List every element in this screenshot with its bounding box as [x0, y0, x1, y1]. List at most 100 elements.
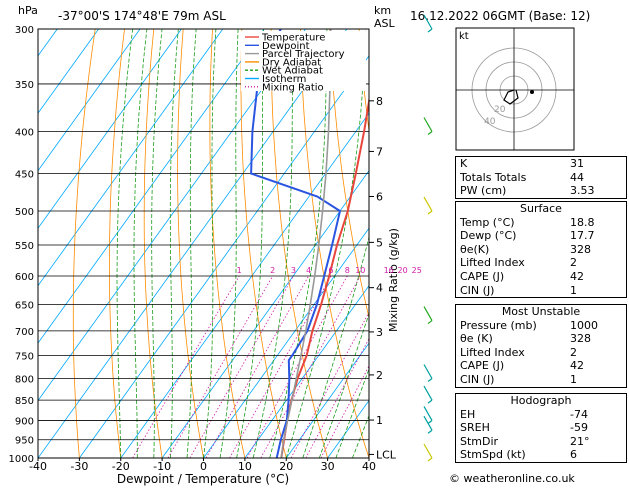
legend-label: Parcel Trajectory	[262, 49, 345, 60]
pressure-tick-label: 950	[15, 436, 34, 447]
x-tick-label: -10	[153, 460, 171, 473]
pressure-tick-label: 500	[15, 207, 34, 218]
pressure-tick-label: 850	[15, 396, 34, 407]
header: hPa -37°00'S 174°48'E 79m ASL km ASL 16.…	[18, 4, 590, 486]
table-row: CAPE (J) 42	[460, 269, 584, 283]
wet-adiabat-line	[186, 29, 197, 458]
x-tick-label: 0	[200, 460, 207, 473]
isotherm-line	[161, 169, 369, 458]
isotherm-line	[38, 29, 182, 229]
x-tick-label: -40	[29, 460, 47, 473]
table-row: θe (K) 328	[460, 332, 591, 346]
mixing-ratio-label: 20	[397, 266, 407, 275]
dry-adiabat-line	[143, 29, 163, 458]
hodograph: kt 40 20	[455, 27, 575, 151]
mixing-ratio-label: 1	[237, 266, 242, 275]
legend-label: Wet Adiabat	[262, 66, 323, 77]
km-tick-label: 3	[376, 326, 383, 339]
dry-adiabat-line	[177, 29, 204, 458]
hodograph-trace	[503, 89, 519, 105]
hodograph-table: Hodograph EH -74 SREH -59 StmDir 21° StmSpd…	[455, 393, 627, 463]
pressure-tick-label: 300	[15, 25, 34, 36]
wet-adiabat-line	[151, 29, 163, 458]
x-tick-label: -30	[70, 460, 88, 473]
table-row: CIN (J) 1	[460, 372, 577, 386]
mixing-ratio-line	[229, 275, 332, 458]
mixing-ratio-line	[246, 275, 348, 458]
mixing-ratio-axis-label: Mixing Ratio (g/kg)	[387, 228, 400, 332]
isotherm-line	[38, 29, 265, 344]
wet-adiabat-line	[219, 29, 239, 458]
wind-barb	[423, 443, 433, 462]
isotherm-line	[0, 29, 16, 458]
table-row: StmSpd (kt) 6	[460, 448, 577, 462]
km-tick-label: 8	[376, 95, 383, 108]
location-label: -37°00'S 174°48'E 79m ASL	[58, 9, 226, 23]
pressure-tick-label: 600	[15, 272, 34, 283]
km-tick-label: 5	[376, 236, 383, 249]
wind-barb	[423, 406, 433, 424]
mixing-ratio-label: 10	[355, 266, 365, 275]
wind-barb	[423, 364, 433, 382]
table-row: StmDir 21°	[460, 434, 590, 448]
pressure-tick-label: 800	[15, 374, 34, 385]
km-tick-label: 7	[376, 145, 383, 158]
table-row: EH -74	[460, 407, 588, 421]
indices-table: K 31 Totals Totals 44 PW (cm) 3.53	[455, 156, 627, 199]
pressure-tick-label: 750	[15, 351, 34, 362]
isotherm-line	[79, 55, 369, 458]
x-tick-label: -20	[112, 460, 130, 473]
table-row: Lifted Index 2	[460, 345, 577, 359]
mixing-ratio-label: 6	[328, 266, 333, 275]
pressure-tick-label: 550	[15, 241, 34, 252]
profiles	[250, 29, 369, 458]
wet-adiabat-line	[169, 29, 179, 458]
dry-adiabat-line	[109, 29, 125, 458]
isotherm-line	[38, 29, 224, 287]
mixing-ratio-line	[167, 275, 274, 458]
wind-barb	[423, 306, 433, 325]
km-tick-label: 4	[376, 282, 383, 295]
km-tick-label: 2	[376, 369, 383, 382]
hodograph-unit-label: kt	[459, 31, 469, 42]
isotherm-line	[38, 29, 99, 114]
pressure-tick-label: 450	[15, 169, 34, 180]
table-row: CIN (J) 1	[460, 283, 577, 297]
x-tick-label: 20	[279, 460, 293, 473]
isotherm-line	[38, 29, 306, 402]
km-tick-label: LCL	[376, 448, 397, 461]
table-row: Temp (°C) 18.8	[460, 215, 595, 229]
credit-label: © weatheronline.co.uk	[449, 472, 575, 485]
isotherm-line	[244, 284, 369, 458]
isotherm-line	[285, 342, 369, 458]
dry-adiabat-line	[358, 29, 369, 134]
pressure-tick-label: 900	[15, 416, 34, 427]
pressure-tick-label: 400	[15, 128, 34, 139]
mixing-ratio-label: 16	[384, 266, 394, 275]
wind-barb	[423, 196, 433, 215]
x-tick-label: 10	[238, 460, 252, 473]
x-tick-label: 30	[321, 460, 335, 473]
series-line-parcel-trajectory	[280, 29, 332, 458]
km-tick-label: 1	[376, 414, 383, 427]
storm-motion-marker	[530, 90, 534, 94]
legend-label: Dry Adiabat	[262, 57, 321, 68]
legend-label: Isotherm	[262, 74, 306, 85]
mixing-ratio-line	[260, 275, 361, 458]
isotherm-line	[38, 29, 141, 172]
isotherm-line	[38, 29, 348, 458]
table-row: Lifted Index 2	[460, 256, 577, 270]
table-row: θe(K) 328	[460, 242, 591, 256]
mixing-ratio-label: 2	[270, 266, 275, 275]
legend-box	[241, 31, 366, 91]
series-line-dewpoint	[250, 29, 342, 458]
wind-barbs	[423, 14, 433, 462]
dry-adiabat-line	[240, 29, 287, 458]
most-unstable-table: Most Unstable Pressure (mb) 1000 θe (K) 32…	[455, 304, 627, 388]
legend-label: Mixing Ratio	[262, 82, 324, 93]
legend-label: Temperature	[261, 33, 325, 44]
x-tick-label: 40	[362, 460, 376, 473]
